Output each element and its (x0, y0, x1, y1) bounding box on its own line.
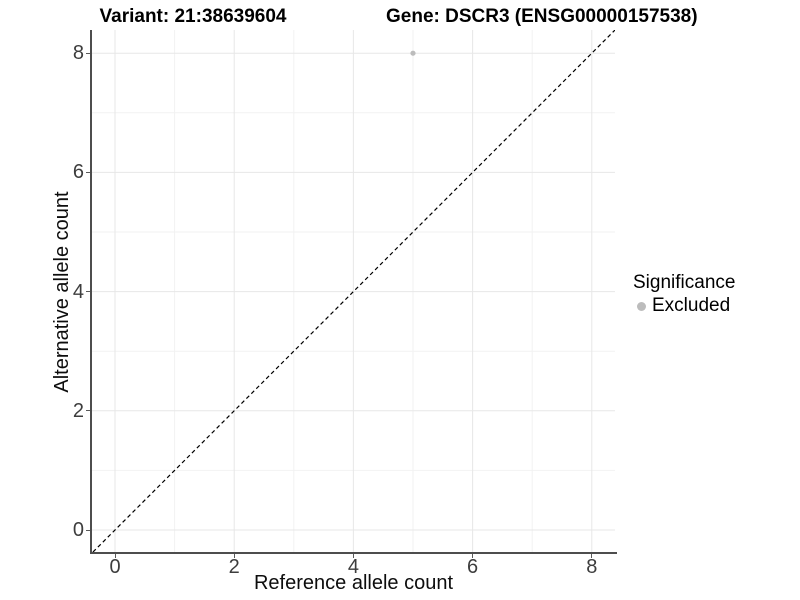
x-tick-mark (352, 554, 354, 558)
plot-panel (92, 30, 615, 552)
plot-area-svg (92, 30, 615, 552)
legend: Significance Excluded (633, 271, 735, 317)
x-tick-label: 4 (347, 556, 359, 578)
plot-title-variant: Variant: 21:38639604 (99, 6, 287, 27)
y-tick-label: 8 (72, 42, 84, 65)
x-tick-label: 0 (109, 556, 121, 578)
x-tick-label: 8 (586, 556, 598, 578)
x-tick-mark (472, 554, 474, 558)
x-axis-title: Reference allele count (253, 572, 453, 594)
x-axis-line (90, 552, 617, 554)
y-tick-mark (86, 410, 90, 412)
y-tick-mark (86, 529, 90, 531)
identity-line (92, 30, 615, 552)
x-tick-mark (233, 554, 235, 558)
y-tick-mark (86, 52, 90, 54)
legend-key-point-icon (637, 301, 646, 311)
y-tick-mark (86, 171, 90, 173)
data-point (410, 50, 416, 56)
y-tick-label: 0 (72, 519, 84, 541)
x-tick-label: 6 (467, 556, 479, 578)
y-axis-line (90, 30, 92, 554)
y-tick-label: 6 (72, 161, 84, 184)
y-tick-mark (86, 291, 90, 293)
x-tick-mark (591, 554, 593, 558)
y-tick-label: 2 (72, 399, 84, 422)
plot-title-gene: Gene: DSCR3 (ENSG00000157538) (386, 6, 698, 27)
y-tick-label: 4 (72, 280, 84, 303)
legend-title: Significance (633, 272, 736, 293)
legend-item-label: Excluded (652, 295, 731, 316)
legend-item-excluded: Excluded (633, 295, 735, 317)
x-tick-label: 2 (228, 556, 240, 578)
x-tick-mark (114, 554, 116, 558)
